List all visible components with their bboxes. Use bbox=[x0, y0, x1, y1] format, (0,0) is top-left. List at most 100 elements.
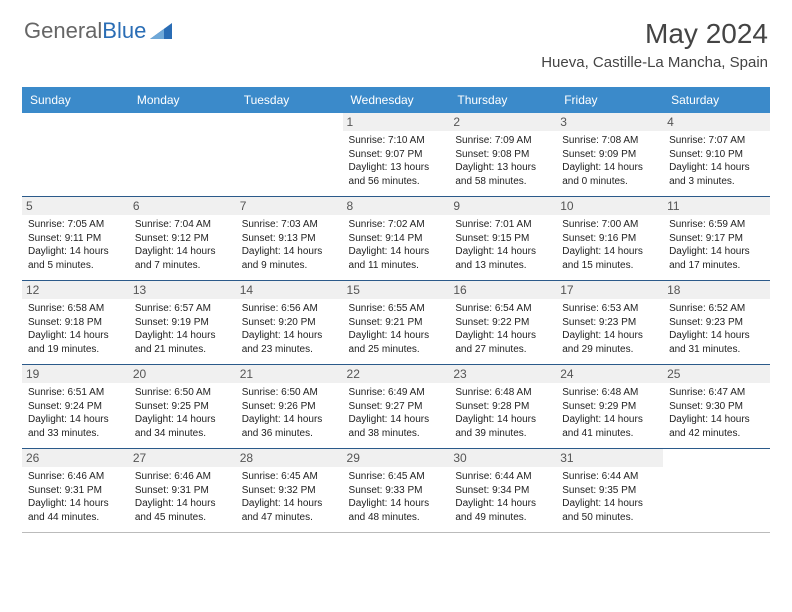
calendar-day-cell: 12Sunrise: 6:58 AMSunset: 9:18 PMDayligh… bbox=[22, 281, 129, 365]
day-number: 26 bbox=[22, 449, 129, 467]
sunrise-text: Sunrise: 6:53 AM bbox=[562, 302, 657, 316]
calendar-day-cell: 14Sunrise: 6:56 AMSunset: 9:20 PMDayligh… bbox=[236, 281, 343, 365]
daylight-text: Daylight: 14 hours and 49 minutes. bbox=[455, 497, 550, 524]
day-number: 29 bbox=[343, 449, 450, 467]
sunset-text: Sunset: 9:22 PM bbox=[455, 316, 550, 330]
day-details: Sunrise: 6:47 AMSunset: 9:30 PMDaylight:… bbox=[669, 386, 764, 440]
calendar-day-cell: 15Sunrise: 6:55 AMSunset: 9:21 PMDayligh… bbox=[343, 281, 450, 365]
day-details: Sunrise: 7:03 AMSunset: 9:13 PMDaylight:… bbox=[242, 218, 337, 272]
day-number: 18 bbox=[663, 281, 770, 299]
sunrise-text: Sunrise: 6:49 AM bbox=[349, 386, 444, 400]
day-number: 24 bbox=[556, 365, 663, 383]
sunset-text: Sunset: 9:13 PM bbox=[242, 232, 337, 246]
calendar-day-cell: 5Sunrise: 7:05 AMSunset: 9:11 PMDaylight… bbox=[22, 197, 129, 281]
title-block: May 2024 Hueva, Castille-La Mancha, Spai… bbox=[541, 18, 768, 71]
sunrise-text: Sunrise: 7:02 AM bbox=[349, 218, 444, 232]
calendar-day-cell: 19Sunrise: 6:51 AMSunset: 9:24 PMDayligh… bbox=[22, 365, 129, 449]
day-number: 19 bbox=[22, 365, 129, 383]
calendar-day-cell: 1 Sunrise: 7:10 AMSunset: 9:07 PMDaylight… bbox=[343, 113, 450, 197]
weekday-header: Thursday bbox=[449, 87, 556, 113]
day-details: Sunrise: 7:10 AMSunset: 9:07 PMDaylight:… bbox=[349, 134, 444, 188]
sunrise-text: Sunrise: 6:50 AM bbox=[242, 386, 337, 400]
calendar-day-cell: 6Sunrise: 7:04 AMSunset: 9:12 PMDaylight… bbox=[129, 197, 236, 281]
day-details: Sunrise: 6:44 AMSunset: 9:34 PMDaylight:… bbox=[455, 470, 550, 524]
daylight-text: Daylight: 14 hours and 19 minutes. bbox=[28, 329, 123, 356]
sunset-text: Sunset: 9:35 PM bbox=[562, 484, 657, 498]
day-number: 10 bbox=[556, 197, 663, 215]
daylight-text: Daylight: 14 hours and 39 minutes. bbox=[455, 413, 550, 440]
day-details: Sunrise: 6:48 AMSunset: 9:28 PMDaylight:… bbox=[455, 386, 550, 440]
daylight-text: Daylight: 14 hours and 50 minutes. bbox=[562, 497, 657, 524]
day-details: Sunrise: 6:59 AMSunset: 9:17 PMDaylight:… bbox=[669, 218, 764, 272]
calendar-day-cell bbox=[129, 113, 236, 197]
daylight-text: Daylight: 14 hours and 23 minutes. bbox=[242, 329, 337, 356]
sunrise-text: Sunrise: 7:09 AM bbox=[455, 134, 550, 148]
day-number: 16 bbox=[449, 281, 556, 299]
sunset-text: Sunset: 9:12 PM bbox=[135, 232, 230, 246]
day-details: Sunrise: 6:45 AMSunset: 9:32 PMDaylight:… bbox=[242, 470, 337, 524]
daylight-text: Daylight: 14 hours and 5 minutes. bbox=[28, 245, 123, 272]
sunset-text: Sunset: 9:11 PM bbox=[28, 232, 123, 246]
daylight-text: Daylight: 14 hours and 15 minutes. bbox=[562, 245, 657, 272]
daylight-text: Daylight: 14 hours and 21 minutes. bbox=[135, 329, 230, 356]
sunrise-text: Sunrise: 6:44 AM bbox=[455, 470, 550, 484]
daylight-text: Daylight: 14 hours and 47 minutes. bbox=[242, 497, 337, 524]
brand-name-blue: Blue bbox=[102, 18, 146, 43]
calendar-day-cell: 23 Sunrise: 6:48 AMSunset: 9:28 PMDayligh… bbox=[449, 365, 556, 449]
sunset-text: Sunset: 9:27 PM bbox=[349, 400, 444, 414]
day-number: 1 bbox=[343, 113, 450, 131]
daylight-text: Daylight: 14 hours and 0 minutes. bbox=[562, 161, 657, 188]
calendar-day-cell: 22Sunrise: 6:49 AMSunset: 9:27 PMDayligh… bbox=[343, 365, 450, 449]
sunset-text: Sunset: 9:26 PM bbox=[242, 400, 337, 414]
brand-name: GeneralBlue bbox=[24, 18, 146, 44]
calendar-day-cell: 7Sunrise: 7:03 AMSunset: 9:13 PMDaylight… bbox=[236, 197, 343, 281]
day-number: 20 bbox=[129, 365, 236, 383]
sunrise-text: Sunrise: 7:00 AM bbox=[562, 218, 657, 232]
daylight-text: Daylight: 14 hours and 44 minutes. bbox=[28, 497, 123, 524]
sunset-text: Sunset: 9:08 PM bbox=[455, 148, 550, 162]
day-details: Sunrise: 6:56 AMSunset: 9:20 PMDaylight:… bbox=[242, 302, 337, 356]
header: GeneralBlue May 2024 Hueva, Castille-La … bbox=[0, 0, 792, 77]
day-number-empty bbox=[22, 113, 129, 131]
calendar-day-cell bbox=[22, 113, 129, 197]
day-number: 23 bbox=[449, 365, 556, 383]
sunrise-text: Sunrise: 6:48 AM bbox=[455, 386, 550, 400]
sunrise-text: Sunrise: 6:50 AM bbox=[135, 386, 230, 400]
daylight-text: Daylight: 14 hours and 36 minutes. bbox=[242, 413, 337, 440]
daylight-text: Daylight: 14 hours and 3 minutes. bbox=[669, 161, 764, 188]
day-details: Sunrise: 6:54 AMSunset: 9:22 PMDaylight:… bbox=[455, 302, 550, 356]
sunrise-text: Sunrise: 6:48 AM bbox=[562, 386, 657, 400]
sunset-text: Sunset: 9:14 PM bbox=[349, 232, 444, 246]
daylight-text: Daylight: 14 hours and 41 minutes. bbox=[562, 413, 657, 440]
day-details: Sunrise: 7:08 AMSunset: 9:09 PMDaylight:… bbox=[562, 134, 657, 188]
sunset-text: Sunset: 9:20 PM bbox=[242, 316, 337, 330]
day-details: Sunrise: 6:55 AMSunset: 9:21 PMDaylight:… bbox=[349, 302, 444, 356]
day-details: Sunrise: 6:53 AMSunset: 9:23 PMDaylight:… bbox=[562, 302, 657, 356]
calendar-day-cell: 28Sunrise: 6:45 AMSunset: 9:32 PMDayligh… bbox=[236, 449, 343, 533]
brand-logo: GeneralBlue bbox=[24, 18, 172, 44]
day-number: 2 bbox=[449, 113, 556, 131]
day-details: Sunrise: 6:58 AMSunset: 9:18 PMDaylight:… bbox=[28, 302, 123, 356]
sunset-text: Sunset: 9:23 PM bbox=[669, 316, 764, 330]
day-number: 4 bbox=[663, 113, 770, 131]
weekday-header: Wednesday bbox=[343, 87, 450, 113]
calendar-day-cell: 2Sunrise: 7:09 AMSunset: 9:08 PMDaylight… bbox=[449, 113, 556, 197]
day-details: Sunrise: 6:49 AMSunset: 9:27 PMDaylight:… bbox=[349, 386, 444, 440]
day-number: 8 bbox=[343, 197, 450, 215]
day-number: 31 bbox=[556, 449, 663, 467]
calendar-day-cell bbox=[236, 113, 343, 197]
day-number: 5 bbox=[22, 197, 129, 215]
sunset-text: Sunset: 9:07 PM bbox=[349, 148, 444, 162]
day-number: 13 bbox=[129, 281, 236, 299]
month-title: May 2024 bbox=[541, 18, 768, 50]
sunrise-text: Sunrise: 6:59 AM bbox=[669, 218, 764, 232]
sunrise-text: Sunrise: 6:47 AM bbox=[669, 386, 764, 400]
sunrise-text: Sunrise: 6:46 AM bbox=[135, 470, 230, 484]
daylight-text: Daylight: 14 hours and 27 minutes. bbox=[455, 329, 550, 356]
sunset-text: Sunset: 9:21 PM bbox=[349, 316, 444, 330]
sunset-text: Sunset: 9:29 PM bbox=[562, 400, 657, 414]
sunrise-text: Sunrise: 7:01 AM bbox=[455, 218, 550, 232]
calendar-day-cell: 8Sunrise: 7:02 AMSunset: 9:14 PMDaylight… bbox=[343, 197, 450, 281]
calendar-day-cell: 9Sunrise: 7:01 AMSunset: 9:15 PMDaylight… bbox=[449, 197, 556, 281]
day-details: Sunrise: 6:48 AMSunset: 9:29 PMDaylight:… bbox=[562, 386, 657, 440]
